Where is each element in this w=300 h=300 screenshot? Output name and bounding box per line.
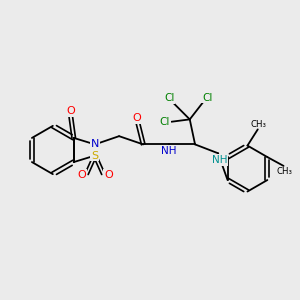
Text: S: S xyxy=(92,151,98,160)
Text: Cl: Cl xyxy=(202,93,213,103)
Text: O: O xyxy=(66,106,75,116)
Text: NH: NH xyxy=(212,155,227,165)
Text: O: O xyxy=(132,113,141,123)
Text: O: O xyxy=(104,170,113,180)
Text: CH₃: CH₃ xyxy=(276,167,292,176)
Text: CH₃: CH₃ xyxy=(250,120,266,129)
Text: Cl: Cl xyxy=(164,94,174,103)
Text: Cl: Cl xyxy=(160,117,170,127)
Text: O: O xyxy=(77,170,86,180)
Text: N: N xyxy=(91,140,99,149)
Text: NH: NH xyxy=(161,146,177,156)
